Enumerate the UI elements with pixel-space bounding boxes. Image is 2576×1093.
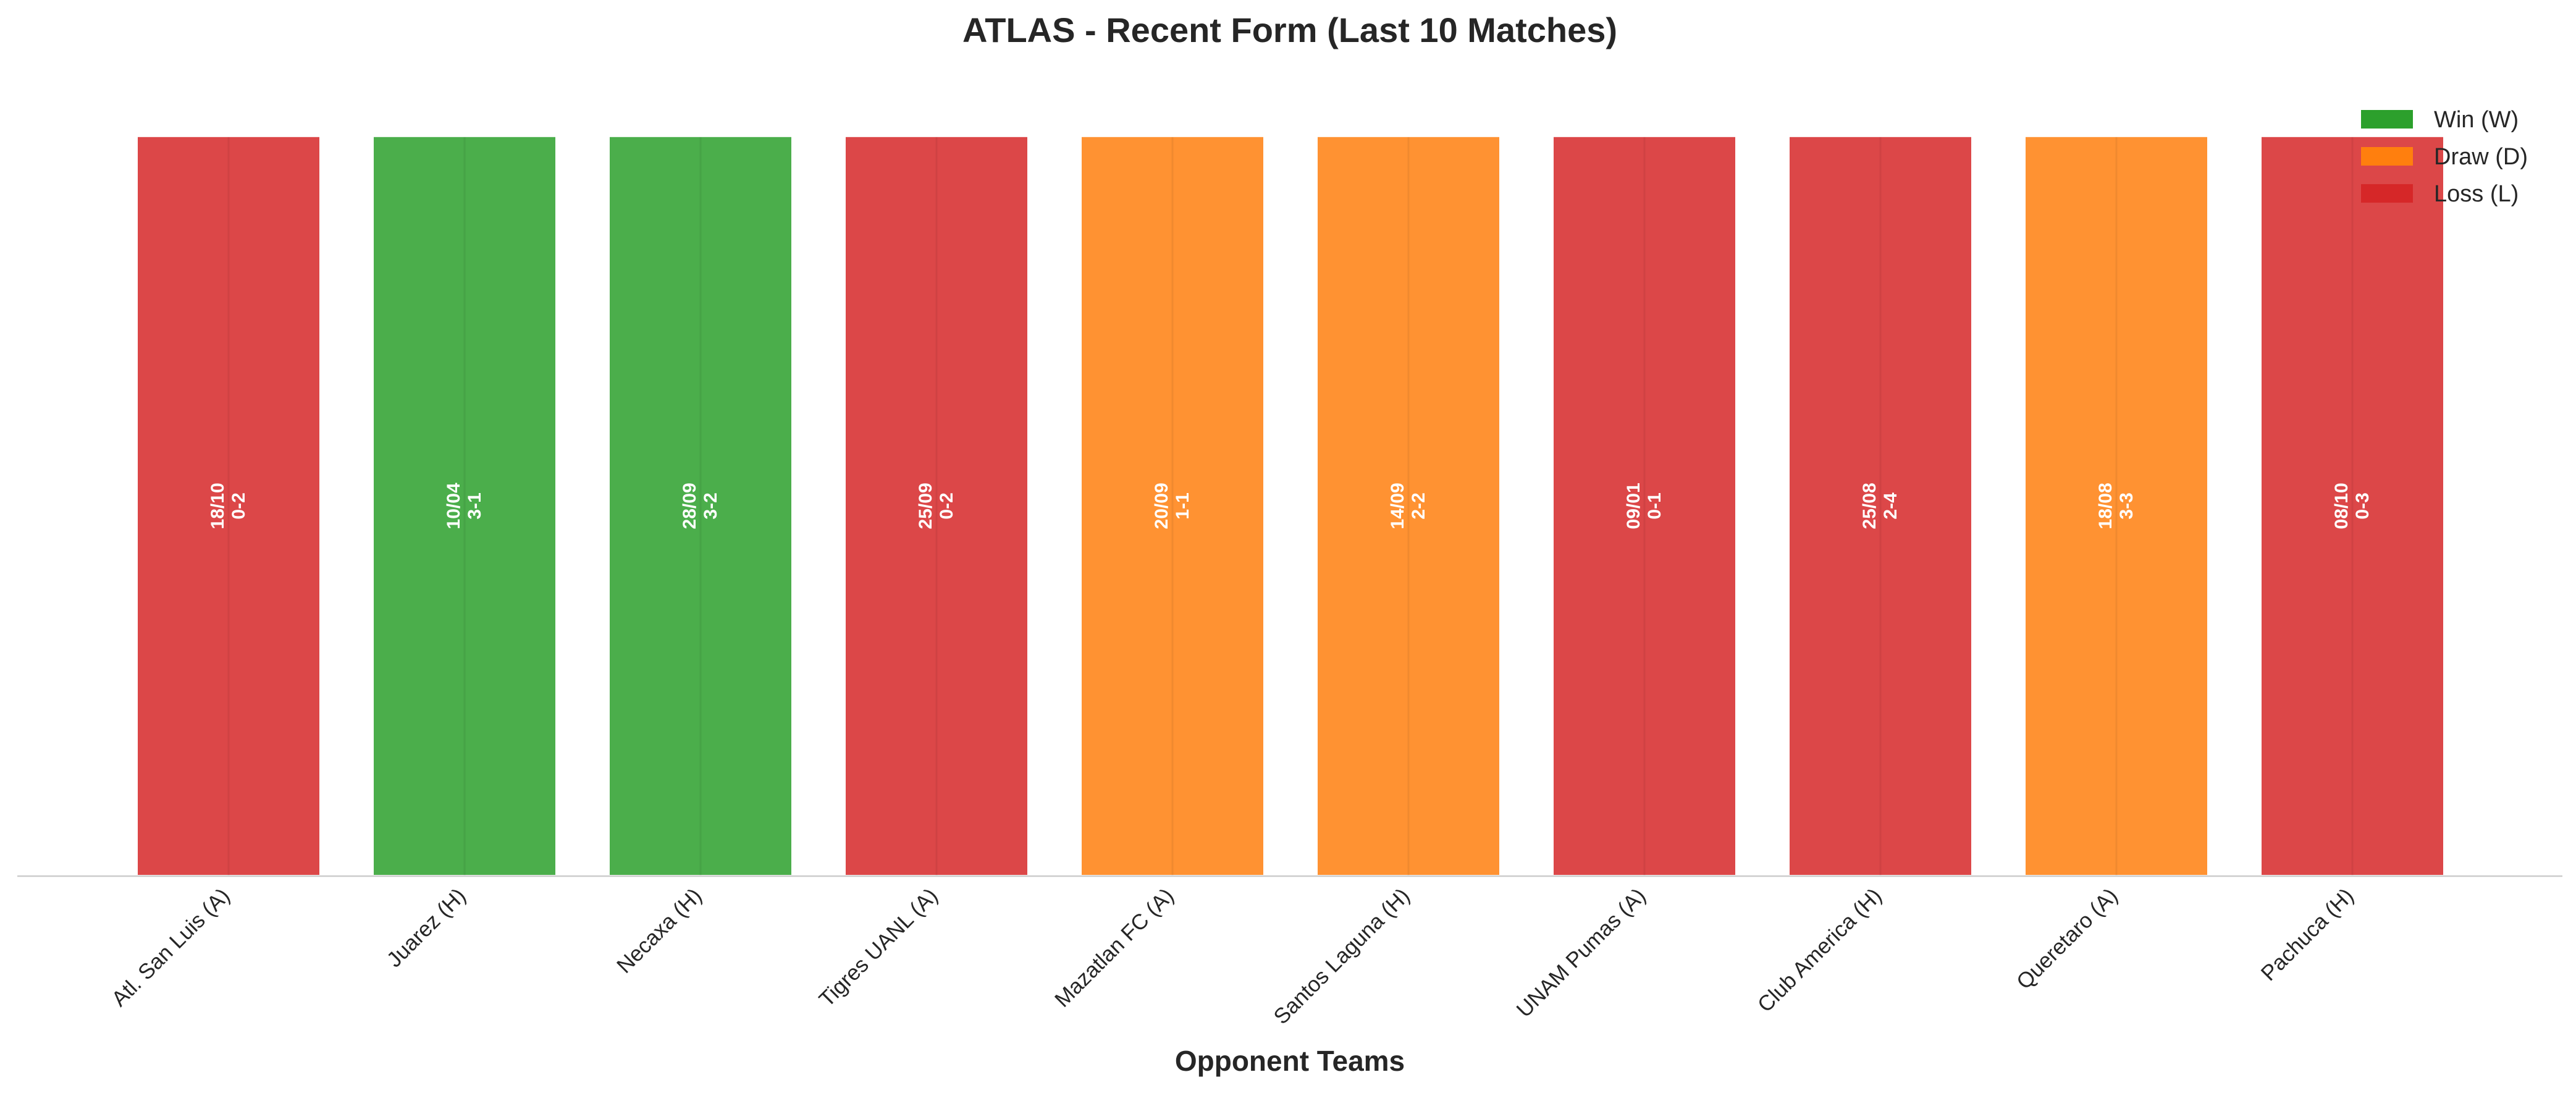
bar-label-2: 10/043-1 xyxy=(444,483,485,529)
bar-label-9: 18/083-3 xyxy=(2095,483,2137,529)
legend-label-w: Win (W) xyxy=(2434,107,2519,133)
bar-10 xyxy=(2259,134,2446,877)
legend-swatch-w xyxy=(2361,110,2413,129)
match-score: 0-2 xyxy=(229,492,249,519)
x-tick-label-3: Necaxa (H) xyxy=(612,884,707,978)
match-date: 08/10 xyxy=(2331,483,2352,529)
match-score: 2-2 xyxy=(1408,492,1429,519)
bar-7 xyxy=(1551,134,1738,877)
bar-label-5: 20/091-1 xyxy=(1151,483,1193,529)
match-score: 3-3 xyxy=(2116,492,2137,519)
bars-group: 18/100-2 10/043-1 28/093-2 25/090-2 20/091-1… xyxy=(135,134,2446,877)
legend-swatch-d xyxy=(2361,147,2413,166)
x-tick-label-7: UNAM Pumas (A) xyxy=(1512,884,1650,1022)
bar-label-6: 14/092-2 xyxy=(1387,483,1429,529)
bar-1 xyxy=(135,134,322,877)
bar-label-4: 25/090-2 xyxy=(915,483,957,529)
legend-swatch-l xyxy=(2361,184,2413,203)
match-date: 20/09 xyxy=(1151,483,1172,529)
chart-title: ATLAS - Recent Form (Last 10 Matches) xyxy=(962,11,1617,49)
legend: Win (W) Draw (D) Loss (L) xyxy=(2361,107,2528,207)
match-date: 18/10 xyxy=(208,483,228,529)
x-tick-label-8: Club America (H) xyxy=(1753,884,1887,1017)
match-score: 0-3 xyxy=(2352,492,2373,519)
x-tick-label-1: Atl. San Luis (A) xyxy=(107,884,234,1011)
x-tick-label-6: Santos Laguna (H) xyxy=(1269,884,1414,1029)
match-score: 0-1 xyxy=(1644,492,1665,519)
bar-label-10: 08/100-3 xyxy=(2331,483,2373,529)
legend-label-d: Draw (D) xyxy=(2434,144,2528,170)
match-date: 10/04 xyxy=(444,483,464,529)
bar-6 xyxy=(1315,134,1502,877)
match-date: 25/09 xyxy=(915,483,936,529)
match-date: 25/08 xyxy=(1859,483,1880,529)
x-axis-label: Opponent Teams xyxy=(1175,1045,1405,1077)
bar-4 xyxy=(843,134,1030,877)
match-score: 3-2 xyxy=(701,492,721,519)
x-tick-label-10: Pachuca (H) xyxy=(2257,884,2359,985)
bar-3 xyxy=(607,134,794,877)
bar-5 xyxy=(1079,134,1266,877)
bar-2 xyxy=(371,134,558,877)
bar-label-8: 25/082-4 xyxy=(1859,483,1901,529)
match-date: 18/08 xyxy=(2095,483,2116,529)
match-score: 0-2 xyxy=(937,492,957,519)
x-tick-label-5: Mazatlan FC (A) xyxy=(1050,884,1179,1012)
match-date: 14/09 xyxy=(1387,483,1408,529)
match-score: 1-1 xyxy=(1172,492,1193,519)
match-score: 2-4 xyxy=(1880,492,1901,520)
x-tick-labels: Atl. San Luis (A) Juarez (H) Necaxa (H) Tig… xyxy=(107,884,2358,1029)
match-date: 28/09 xyxy=(680,483,700,529)
legend-label-l: Loss (L) xyxy=(2434,181,2519,207)
x-tick-label-4: Tigres UANL (A) xyxy=(814,884,942,1011)
bar-label-1: 18/100-2 xyxy=(208,483,249,529)
bar-label-3: 28/093-2 xyxy=(680,483,721,529)
match-date: 09/01 xyxy=(1623,483,1644,529)
x-tick-label-2: Juarez (H) xyxy=(382,884,471,972)
bar-label-7: 09/010-1 xyxy=(1623,483,1665,529)
match-score: 3-1 xyxy=(465,492,485,519)
x-tick-label-9: Queretaro (A) xyxy=(2012,884,2123,994)
